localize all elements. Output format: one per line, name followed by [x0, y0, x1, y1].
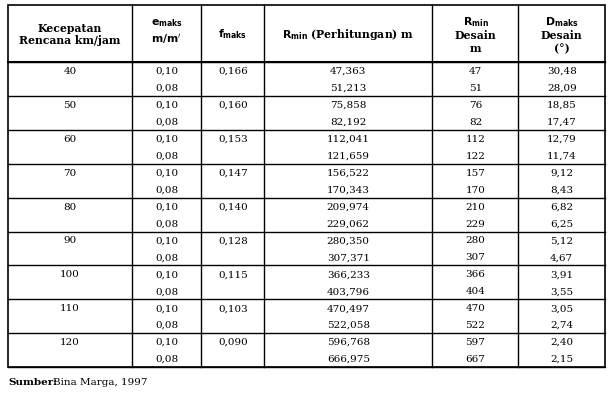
Text: 0,08: 0,08: [155, 219, 178, 228]
Text: Sumber:: Sumber:: [8, 377, 57, 386]
Text: 0,10: 0,10: [155, 134, 178, 143]
Text: 2,15: 2,15: [550, 354, 573, 363]
Text: 0,10: 0,10: [155, 270, 178, 279]
Text: 0,10: 0,10: [155, 168, 178, 177]
Text: $\mathbf{e}_{\mathbf{maks}}$
$\mathbf{m/m'}$: $\mathbf{e}_{\mathbf{maks}}$ $\mathbf{m/…: [151, 17, 183, 45]
Text: 3,55: 3,55: [550, 287, 573, 296]
Text: 0,08: 0,08: [155, 151, 178, 160]
Text: 366,233: 366,233: [327, 270, 370, 279]
Text: 47,363: 47,363: [330, 67, 367, 76]
Text: 0,115: 0,115: [218, 270, 247, 279]
Text: 6,82: 6,82: [550, 202, 573, 211]
Text: 11,74: 11,74: [547, 151, 577, 160]
Text: 156,522: 156,522: [327, 168, 370, 177]
Text: 110: 110: [60, 303, 80, 313]
Text: 667: 667: [466, 354, 485, 363]
Text: 0,08: 0,08: [155, 185, 178, 194]
Text: 0,08: 0,08: [155, 118, 178, 127]
Text: 229: 229: [466, 219, 485, 228]
Bar: [8, 6, 605, 367]
Text: 112: 112: [466, 134, 485, 143]
Text: 2,40: 2,40: [550, 337, 573, 346]
Text: 0,128: 0,128: [218, 236, 247, 245]
Text: 0,153: 0,153: [218, 134, 247, 143]
Text: Bina Marga, 1997: Bina Marga, 1997: [53, 377, 147, 386]
Text: 122: 122: [466, 151, 485, 160]
Text: 170,343: 170,343: [327, 185, 370, 194]
Text: 112,041: 112,041: [327, 134, 370, 143]
Text: 90: 90: [64, 236, 77, 245]
Text: 157: 157: [466, 168, 485, 177]
Text: 12,79: 12,79: [547, 134, 577, 143]
Text: 5,12: 5,12: [550, 236, 573, 245]
Text: 280: 280: [466, 236, 485, 245]
Text: 0,10: 0,10: [155, 236, 178, 245]
Text: 51,213: 51,213: [330, 84, 367, 93]
Text: 403,796: 403,796: [327, 287, 370, 296]
Text: 597: 597: [466, 337, 485, 346]
Text: 666,975: 666,975: [327, 354, 370, 363]
Text: 30,48: 30,48: [547, 67, 577, 76]
Text: 100: 100: [60, 270, 80, 279]
Text: 522,058: 522,058: [327, 320, 370, 329]
Text: 47: 47: [469, 67, 482, 76]
Text: 0,103: 0,103: [218, 303, 247, 313]
Text: 3,91: 3,91: [550, 270, 573, 279]
Text: 70: 70: [64, 168, 77, 177]
Text: 280,350: 280,350: [327, 236, 370, 245]
Text: 3,05: 3,05: [550, 303, 573, 313]
Text: 0,140: 0,140: [218, 202, 247, 211]
Text: 18,85: 18,85: [547, 101, 577, 110]
Text: 8,43: 8,43: [550, 185, 573, 194]
Text: 0,10: 0,10: [155, 67, 178, 76]
Text: $\mathbf{f}_{\mathbf{maks}}$: $\mathbf{f}_{\mathbf{maks}}$: [218, 28, 247, 41]
Text: 0,090: 0,090: [218, 337, 247, 346]
Text: 6,25: 6,25: [550, 219, 573, 228]
Text: 17,47: 17,47: [547, 118, 577, 127]
Text: 9,12: 9,12: [550, 168, 573, 177]
Text: 76: 76: [469, 101, 482, 110]
Text: 0,10: 0,10: [155, 202, 178, 211]
Text: 2,74: 2,74: [550, 320, 573, 329]
Text: 51: 51: [469, 84, 482, 93]
Text: 28,09: 28,09: [547, 84, 577, 93]
Text: 0,08: 0,08: [155, 253, 178, 262]
Text: 307,371: 307,371: [327, 253, 370, 262]
Text: 0,08: 0,08: [155, 354, 178, 363]
Text: 50: 50: [64, 101, 77, 110]
Text: 82,192: 82,192: [330, 118, 367, 127]
Text: 4,67: 4,67: [550, 253, 573, 262]
Text: 82: 82: [469, 118, 482, 127]
Text: $\mathbf{R}_{\mathbf{min}}$
Desain
m: $\mathbf{R}_{\mathbf{min}}$ Desain m: [455, 15, 496, 54]
Text: $\mathbf{R}_{\mathbf{min}}$ (Perhitungan) m: $\mathbf{R}_{\mathbf{min}}$ (Perhitungan…: [282, 27, 414, 42]
Text: 0,08: 0,08: [155, 320, 178, 329]
Text: 596,768: 596,768: [327, 337, 370, 346]
Text: 210: 210: [466, 202, 485, 211]
Text: 0,160: 0,160: [218, 101, 247, 110]
Text: Kecepatan
Rencana km/jam: Kecepatan Rencana km/jam: [20, 23, 121, 47]
Text: 0,08: 0,08: [155, 287, 178, 296]
Text: 522: 522: [466, 320, 485, 329]
Text: 40: 40: [64, 67, 77, 76]
Text: 75,858: 75,858: [330, 101, 367, 110]
Text: 366: 366: [466, 270, 485, 279]
Text: 470,497: 470,497: [327, 303, 370, 313]
Text: 0,166: 0,166: [218, 67, 247, 76]
Text: 80: 80: [64, 202, 77, 211]
Text: 229,062: 229,062: [327, 219, 370, 228]
Text: 404: 404: [466, 287, 485, 296]
Text: 170: 170: [466, 185, 485, 194]
Text: 120: 120: [60, 337, 80, 346]
Text: 0,10: 0,10: [155, 303, 178, 313]
Text: 209,974: 209,974: [327, 202, 370, 211]
Text: 470: 470: [466, 303, 485, 313]
Text: 121,659: 121,659: [327, 151, 370, 160]
Text: 0,147: 0,147: [218, 168, 247, 177]
Text: 0,08: 0,08: [155, 84, 178, 93]
Text: 307: 307: [466, 253, 485, 262]
Text: 60: 60: [64, 134, 77, 143]
Text: 0,10: 0,10: [155, 337, 178, 346]
Text: $\mathbf{D}_{\mathbf{maks}}$
Desain
(°): $\mathbf{D}_{\mathbf{maks}}$ Desain (°): [541, 15, 582, 54]
Text: 0,10: 0,10: [155, 101, 178, 110]
